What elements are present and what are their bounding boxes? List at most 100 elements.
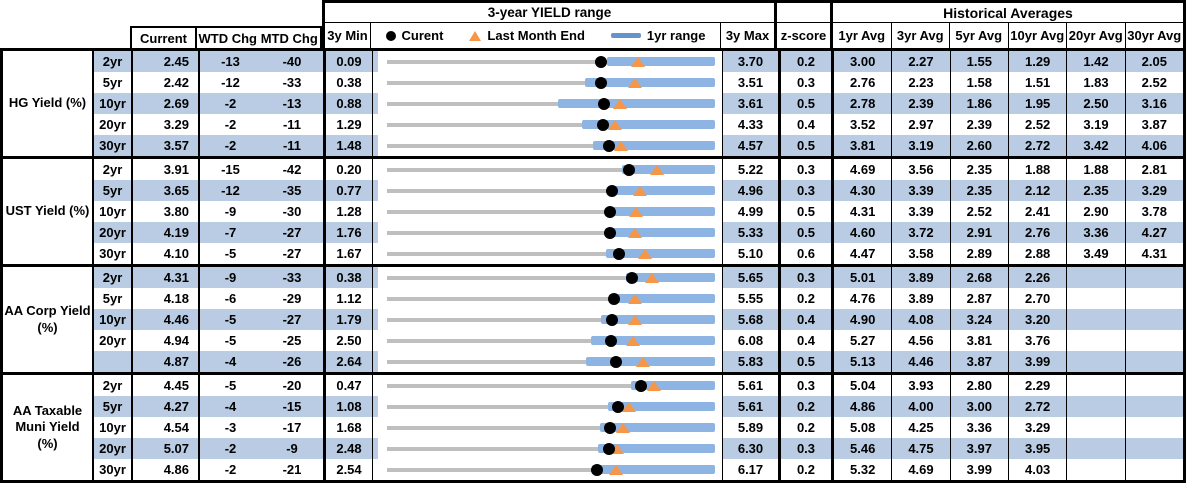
1yr-range-bar [625,273,715,282]
last-month-end-marker [626,335,641,346]
range-track [387,359,715,364]
5yr-avg-value: 2.60 [949,135,1008,156]
20yr-avg-value: 3.36 [1066,222,1125,243]
current-value: 5.07 [131,438,198,459]
10yr-avg-value: 1.51 [1007,72,1066,93]
current-value: 2.45 [131,51,198,72]
current-marker [623,163,636,176]
section-rows: 2yr 3.91 -15 -42 0.20 5.22 0.3 4.69 3.56… [94,159,1183,264]
range-chart-area [387,51,715,72]
col-header-3y-min: 3y Min [325,23,371,48]
3y-max-value: 6.30 [722,438,778,459]
range-chart-cell [372,135,722,156]
wtd-chg-value: -7 [198,222,261,243]
z-score-value: 0.4 [778,309,834,330]
3y-min-value: 1.12 [323,288,372,309]
range-track [387,80,715,85]
20yr-avg-value: 3.49 [1066,243,1124,264]
1yr-avg-value: 3.81 [834,135,892,156]
range-chart-plot [378,180,722,201]
3y-min-value: 0.47 [323,375,372,396]
3y-max-value: 5.89 [722,417,778,438]
3y-min-value: 0.20 [323,159,372,180]
table-row: 30yr 4.86 -2 -21 2.54 6.17 0.2 5.32 4.69… [94,459,1183,480]
3y-min-value: 1.79 [323,309,372,330]
current-marker [613,247,626,260]
3y-max-value: 3.70 [722,51,778,72]
3y-min-value: 1.68 [323,417,372,438]
current-value: 2.42 [131,72,198,93]
range-track [387,143,715,148]
mtd-chg-value: -13 [261,93,323,114]
mtd-chg-value: -20 [282,378,302,393]
tenor-label: 30yr [99,462,126,477]
range-chart-plot [378,51,722,72]
yield-section: UST Yield (%) 2yr 3.91 -15 -42 0.20 5.22… [3,156,1183,264]
wtd-chg-value: -5 [198,330,261,351]
20yr-avg-value: 2.90 [1066,201,1124,222]
10yr-avg-value: 3.99 [1007,351,1067,372]
mtd-chg-value: -21 [282,462,302,477]
table-row: 2yr 4.31 -9 -33 0.38 5.65 0.3 5.01 3.89 … [94,267,1183,288]
range-chart-cell [372,222,722,243]
3y-max-value: 5.68 [722,309,778,330]
current-value: 3.29 [131,114,198,135]
range-chart-area [387,180,715,201]
5yr-avg-value: 2.87 [949,288,1008,309]
range-chart-area [387,417,715,438]
last-month-end-marker [628,77,643,88]
20yr-avg-value: 1.83 [1066,72,1124,93]
3y-min-value: 2.54 [323,459,372,480]
yield-section: AA Taxable Muni Yield (%) 2yr 4.45 -5 -2… [3,372,1183,480]
current-value: 4.94 [131,330,198,351]
current-value: 4.45 [131,375,198,396]
5yr-avg-value: 1.86 [949,93,1008,114]
last-month-end-marker [630,56,645,67]
current-marker [594,76,607,89]
table-row: 5yr 4.27 -4 -15 1.08 5.61 0.2 4.86 4.00 … [94,396,1183,417]
mtd-chg-value: -27 [261,222,323,243]
mtd-chg-value: -11 [261,135,323,156]
current-value: 2.69 [131,93,198,114]
3y-max-value: 5.10 [722,243,778,264]
range-chart-cell [372,51,722,72]
30yr-avg-value [1124,417,1183,438]
wtd-chg-value: -2 [198,459,261,480]
wtd-chg-value: -13 [198,51,261,72]
3y-max-value: 5.65 [722,267,778,288]
current-value: 4.27 [131,396,198,417]
20yr-avg-value: 2.35 [1066,180,1125,201]
wtd-chg-value: -9 [198,201,261,222]
current-marker [604,226,617,239]
z-score-value: 0.3 [778,72,834,93]
last-month-end-marker [627,314,642,325]
20yr-avg-value [1066,288,1124,309]
range-chart-plot [378,396,722,417]
table-row: 20yr 5.07 -2 -9 2.48 6.30 0.3 5.46 4.75 … [94,438,1183,459]
30yr-avg-value [1124,267,1183,288]
30yr-avg-value: 4.31 [1124,243,1183,264]
table-row: 30yr 3.57 -2 -11 1.48 4.57 0.5 3.81 3.19… [94,135,1183,156]
tenor-label: 30yr [99,246,126,261]
range-chart-area [387,375,715,396]
20yr-avg-value [1066,351,1125,372]
mtd-chg-value: -30 [282,204,302,219]
range-chart-cell [372,72,722,93]
table-row: 20yr 4.94 -5 -25 2.50 6.08 0.4 5.27 4.56… [94,330,1183,351]
mtd-chg-value: -27 [282,246,302,261]
wtd-chg-value: -2 [198,438,261,459]
z-score-value: 0.3 [778,267,834,288]
z-score-value: 0.5 [778,93,834,114]
col-header-3y-max: 3y Max [720,23,774,48]
3yr-avg-value: 3.89 [891,267,950,288]
30yr-avg-value [1124,288,1183,309]
table-row: 2yr 4.45 -5 -20 0.47 5.61 0.3 5.04 3.93 … [94,375,1183,396]
30yr-avg-value [1124,309,1183,330]
3yr-avg-value: 4.25 [891,417,949,438]
1yr-range-bar [592,465,715,474]
range-chart-plot [378,267,722,288]
5yr-avg-value: 3.00 [949,396,1008,417]
last-month-end-marker [613,140,628,151]
range-chart-area [387,459,715,480]
10yr-avg-value: 1.95 [1007,93,1067,114]
